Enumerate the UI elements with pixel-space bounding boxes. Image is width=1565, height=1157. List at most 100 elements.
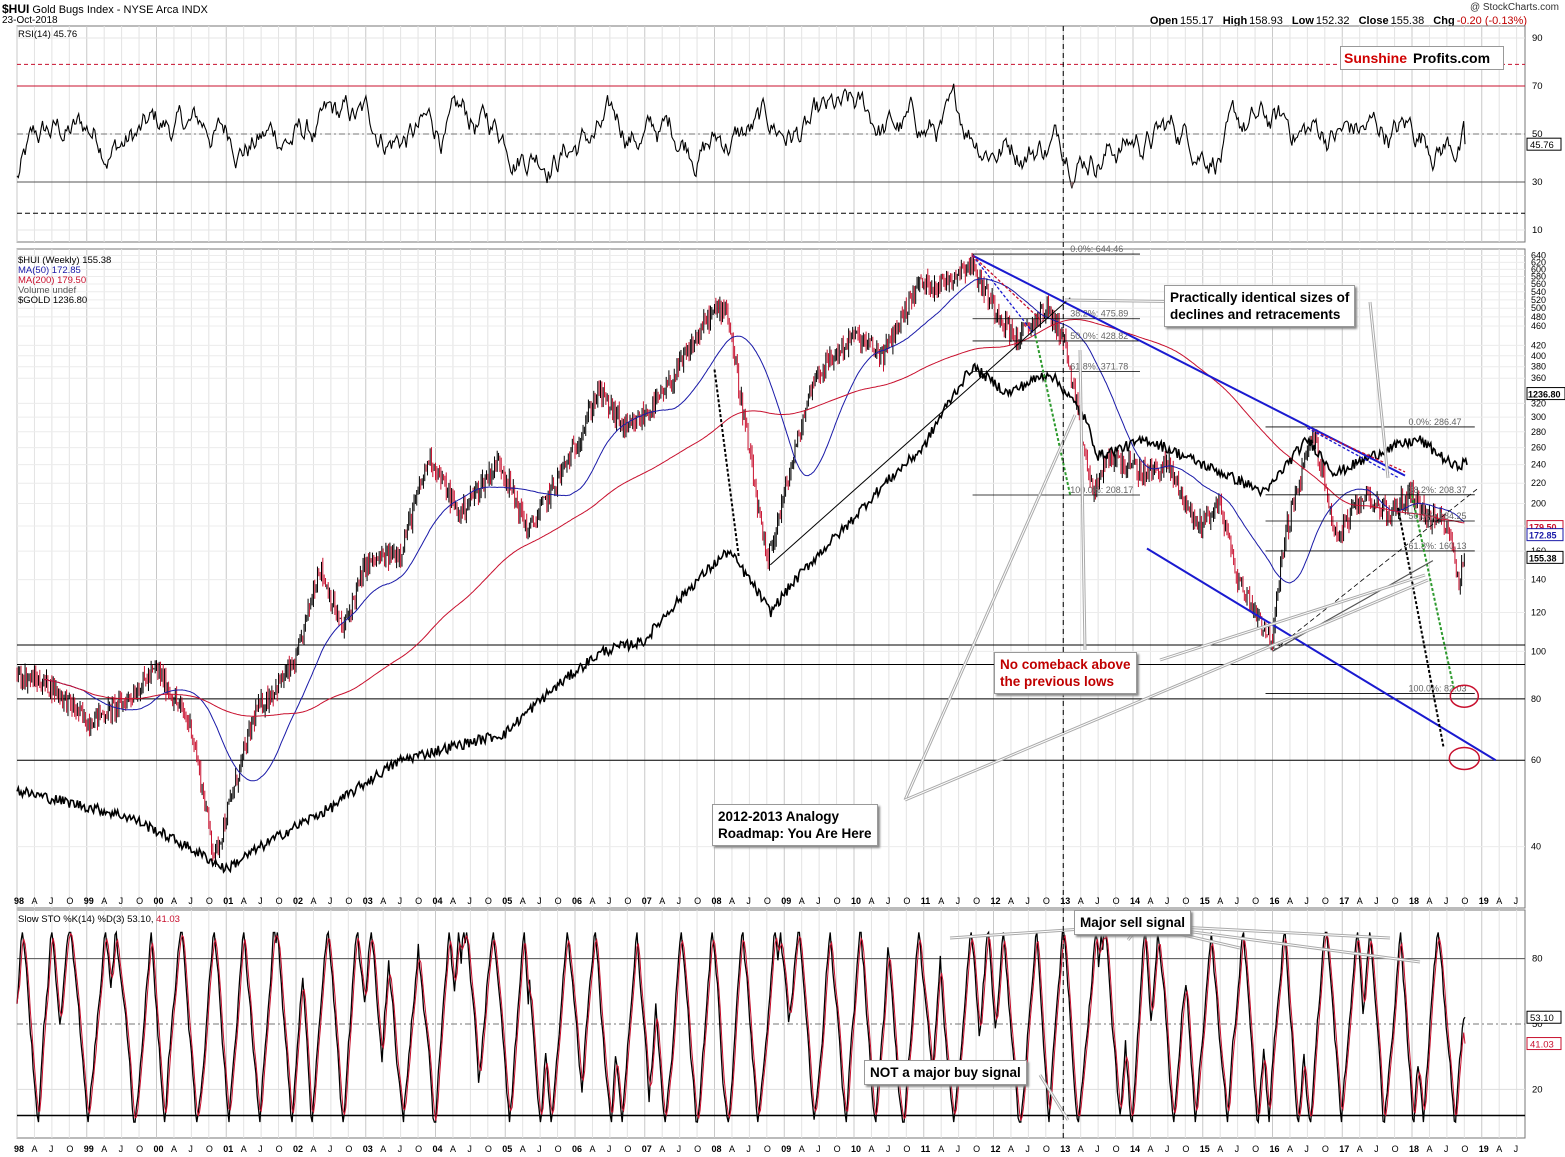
x-tick-label: O: [485, 1144, 492, 1154]
x-tick-label: O: [206, 896, 213, 906]
fib-label-right: 0.0%: 286.47: [1409, 417, 1462, 427]
rsi-y-tick: 50: [1532, 129, 1543, 140]
sto-d-flag: [1526, 1037, 1562, 1051]
chg-value: -0.20 (-0.13%): [1456, 15, 1527, 27]
sto-y-tick: 20: [1532, 1084, 1543, 1095]
main-y-tick: 140: [1531, 575, 1546, 585]
x-tick-label: J: [886, 1144, 891, 1154]
sto-legend: Slow STO %K(14) %D(3) 53.10, 41.03: [18, 915, 180, 925]
fib-label-left: 50.0%: 428.82: [1070, 331, 1128, 341]
x-tick-label: A: [1078, 1144, 1084, 1154]
x-tick-label: A: [799, 896, 805, 906]
x-tick-label: O: [136, 1144, 143, 1154]
fib-label-right: 50.0%: 184.25: [1409, 511, 1467, 521]
logo-part-2: Profits.com: [1413, 50, 1491, 66]
sto-k-line: [16, 929, 1466, 1125]
x-tick-label: A: [1357, 896, 1363, 906]
x-tick-label: O: [1461, 1144, 1468, 1154]
x-tick-label: O: [415, 1144, 422, 1154]
ma200-line: [43, 319, 1465, 717]
rsi-value-flag: [1526, 137, 1562, 151]
x-tick-label: A: [799, 1144, 805, 1154]
x-tick-label: A: [171, 1144, 177, 1154]
main-y-tick: 380: [1531, 362, 1546, 372]
x-tick-label: 03: [363, 896, 373, 906]
gold-flag: [1526, 387, 1565, 401]
x-tick-label: O: [206, 1144, 213, 1154]
x-tick-label: A: [310, 1144, 316, 1154]
fib-label-left: 0.0%: 644.46: [1070, 244, 1123, 254]
chg-label: Chg: [1433, 15, 1455, 27]
x-tick-label: O: [1113, 896, 1120, 906]
x-tick-label: 06: [572, 1144, 582, 1154]
x-tick-label: O: [1043, 896, 1050, 906]
x-tick-label: J: [1025, 896, 1030, 906]
x-tick-label: J: [258, 896, 263, 906]
rsi-panel: 90 70 50 30 10 45.76: [16, 25, 1562, 243]
x-tick-label: A: [1426, 896, 1432, 906]
x-tick-label: O: [1461, 896, 1468, 906]
x-tick-label: 02: [293, 1144, 303, 1154]
x-tick-label: O: [973, 896, 980, 906]
fib-label-left: 100.0%: 208.17: [1070, 485, 1133, 495]
ma50-line: [43, 278, 1465, 782]
x-tick-label: A: [1496, 896, 1502, 906]
main-y-tick: 80: [1531, 694, 1541, 704]
ohlc-readout: Open 155.17 High 158.93 Low 152.32 Close 155…: [1144, 15, 1527, 27]
x-tick-label: 09: [781, 896, 791, 906]
x-tick-label: A: [1426, 1144, 1432, 1154]
x-tick-label: A: [380, 1144, 386, 1154]
annotation-identical-sizes: Practically identical sizes of declines …: [1164, 285, 1356, 327]
sto-k-flag: [1526, 1010, 1562, 1024]
x-tick-label: O: [624, 896, 631, 906]
x-tick-label: J: [119, 896, 124, 906]
red-dotted-trend: [1307, 427, 1406, 473]
x-tick-label: 98: [14, 1144, 24, 1154]
main-y-tick: 520: [1531, 295, 1546, 305]
x-tick-label: 11: [921, 1144, 931, 1154]
chart-title: $HUI Gold Bugs Index - NYSE Arca INDX: [2, 2, 208, 16]
x-tick-label: 18: [1409, 896, 1419, 906]
x-tick-label: O: [1392, 896, 1399, 906]
x-tick-label: J: [1165, 896, 1170, 906]
main-y-tick: 640: [1531, 251, 1546, 261]
x-tick-label: J: [886, 896, 891, 906]
x-tick-label: 99: [84, 1144, 94, 1154]
rsi-value-text: 45.76: [1530, 140, 1554, 151]
main-y-tick: 600: [1531, 264, 1546, 274]
main-y-tick: 60: [1531, 755, 1541, 765]
x-tick-label: 05: [502, 896, 512, 906]
open-value: 155.17: [1180, 15, 1214, 27]
main-y-tick: 360: [1531, 373, 1546, 383]
x-tick-label: 07: [642, 896, 652, 906]
main-frame: [16, 248, 1526, 909]
x-tick-label: O: [1322, 1144, 1329, 1154]
x-tick-label: O: [485, 896, 492, 906]
x-tick-label: 02: [293, 896, 303, 906]
x-tick-label: J: [49, 896, 54, 906]
main-y-tick: 460: [1531, 321, 1546, 331]
x-tick-label: A: [520, 896, 526, 906]
sto-d-line: [16, 932, 1466, 1121]
x-tick-label: 05: [502, 1144, 512, 1154]
x-tick-label: J: [467, 1144, 472, 1154]
x-tick-label: O: [136, 896, 143, 906]
x-tick-label: O: [345, 1144, 352, 1154]
main-y-tick: 260: [1531, 443, 1546, 453]
x-tick-label: 08: [712, 1144, 722, 1154]
green-analogy-left: [1034, 335, 1072, 496]
symbol-label: $HUI: [2, 2, 30, 16]
x-tick-label: A: [938, 896, 944, 906]
ma50-flag-text: 172.85: [1529, 531, 1557, 541]
rsi-legend: RSI(14) 45.76: [18, 30, 77, 40]
x-tick-label: A: [1287, 1144, 1293, 1154]
x-tick-label: J: [816, 1144, 821, 1154]
ma200-flag-text: 179.50: [1529, 523, 1557, 533]
red-dotted-left: [972, 255, 1043, 322]
x-tick-label: A: [241, 1144, 247, 1154]
x-tick-label: J: [1444, 1144, 1449, 1154]
grey-rising-line: [1272, 560, 1434, 652]
sto-legend-d: 41.03: [156, 914, 180, 925]
main-y-tick: 200: [1531, 499, 1546, 509]
